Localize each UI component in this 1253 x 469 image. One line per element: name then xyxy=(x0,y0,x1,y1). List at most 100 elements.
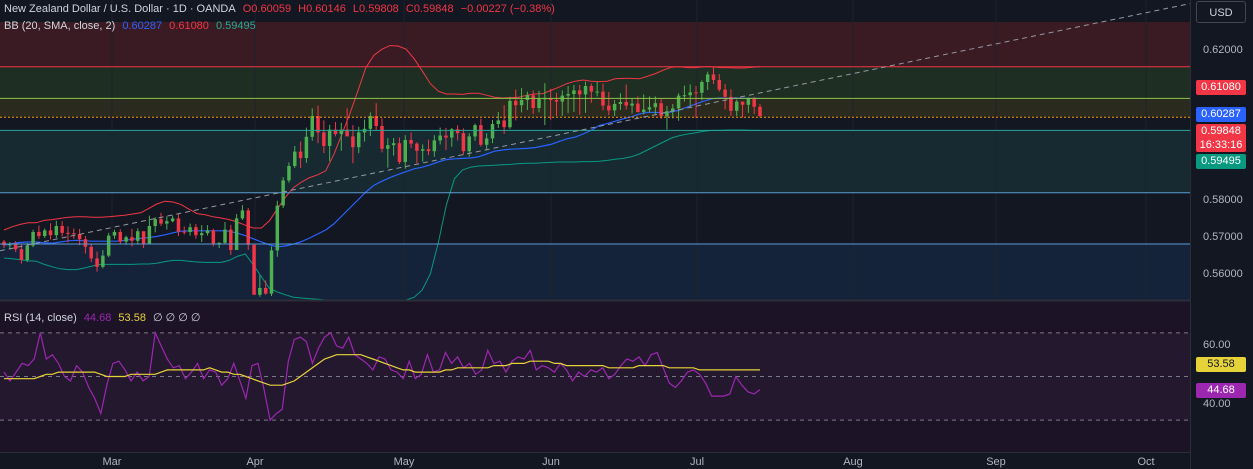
candle xyxy=(77,234,82,240)
low-value: L0.59808 xyxy=(352,3,399,15)
time-tick: Jun xyxy=(542,456,560,468)
candle xyxy=(298,151,303,158)
candle xyxy=(700,82,704,93)
bb-upper-value: 0.61080 xyxy=(169,20,209,32)
candle xyxy=(345,129,349,137)
candle xyxy=(653,103,658,108)
candle xyxy=(83,239,88,247)
horizontal-levels xyxy=(0,3,1191,252)
candle xyxy=(269,250,274,294)
candle xyxy=(304,136,309,158)
zone-upper xyxy=(0,66,1190,99)
candle xyxy=(118,232,123,242)
candle xyxy=(48,230,53,236)
candle xyxy=(333,129,338,134)
candle xyxy=(415,143,419,151)
upper-band-line xyxy=(3,45,761,231)
countdown-timer: 16:33:16 xyxy=(1199,139,1243,151)
close-value: C0.59848 xyxy=(405,3,454,15)
candle xyxy=(141,231,146,244)
candle xyxy=(124,237,128,242)
candle xyxy=(484,138,489,145)
candle xyxy=(514,100,518,106)
candle xyxy=(420,149,425,151)
candle xyxy=(723,89,727,97)
time-tick: Aug xyxy=(843,456,863,468)
last-price: 0.59848 xyxy=(1201,125,1241,137)
candle xyxy=(450,129,454,138)
rsi-pane xyxy=(0,301,1190,452)
candle xyxy=(37,232,41,236)
candle xyxy=(322,132,326,146)
candle xyxy=(548,98,553,100)
candle xyxy=(170,218,175,222)
price-tick: 0.56000 xyxy=(1203,268,1243,280)
candle xyxy=(391,143,396,146)
time-tick: Mar xyxy=(102,456,122,468)
rsi-badge: 44.68 xyxy=(1196,383,1246,398)
candle xyxy=(106,235,111,256)
lower-band-badge: 0.59495 xyxy=(1196,154,1246,169)
candle xyxy=(641,109,646,112)
candle xyxy=(508,100,512,128)
candle xyxy=(130,237,134,241)
candle xyxy=(688,92,692,96)
trend-line xyxy=(0,3,1191,252)
bb-basis-value: 0.60287 xyxy=(122,20,163,32)
candle xyxy=(287,166,291,181)
candle xyxy=(455,129,460,134)
rsi-line xyxy=(3,330,761,422)
bb-legend[interactable]: BB (20, SMA, close, 2) 0.60287 0.61080 0… xyxy=(4,20,260,32)
candle xyxy=(479,125,483,145)
candle xyxy=(101,255,105,267)
basis-badge: 0.60287 xyxy=(1196,107,1246,122)
candle xyxy=(444,135,448,138)
candle xyxy=(159,219,163,224)
candle xyxy=(60,226,64,233)
candle xyxy=(554,100,559,102)
candle xyxy=(229,229,233,250)
symbol-legend[interactable]: New Zealand Dollar / U.S. Dollar · 1D · … xyxy=(4,3,559,15)
currency-button[interactable]: USD xyxy=(1196,1,1246,23)
time-tick: Sep xyxy=(986,456,1006,468)
candle xyxy=(502,120,506,128)
basis-line xyxy=(3,97,760,248)
upper-band-badge: 0.61080 xyxy=(1196,80,1246,95)
candle xyxy=(403,140,408,162)
candle xyxy=(240,210,245,219)
candle xyxy=(356,132,361,148)
candle xyxy=(682,95,687,97)
candle xyxy=(531,95,535,108)
candle xyxy=(659,103,663,117)
candle xyxy=(339,129,344,134)
axes-separators xyxy=(0,0,1191,469)
candle xyxy=(467,136,471,152)
candlesticks xyxy=(2,66,762,297)
highlight-zones xyxy=(0,22,1190,300)
candle xyxy=(188,227,192,232)
candle xyxy=(42,230,47,236)
candle xyxy=(153,219,157,226)
symbol-title: New Zealand Dollar / U.S. Dollar · 1D · … xyxy=(4,3,236,15)
candle xyxy=(671,108,675,112)
candle xyxy=(386,145,390,149)
candle xyxy=(676,95,681,109)
price-tick: 0.58000 xyxy=(1203,194,1243,206)
candle xyxy=(380,126,384,149)
rsi-tick: 60.00 xyxy=(1203,339,1231,351)
candle xyxy=(636,103,640,112)
candle xyxy=(694,92,698,94)
open-value: O0.60059 xyxy=(242,3,292,15)
candle xyxy=(496,120,501,124)
candle xyxy=(293,151,297,166)
candle xyxy=(752,98,756,107)
candle xyxy=(583,86,588,95)
candle xyxy=(310,116,314,137)
candle xyxy=(368,116,373,129)
candle xyxy=(397,143,402,162)
candle xyxy=(607,105,611,111)
candle xyxy=(136,231,140,241)
candle xyxy=(537,98,541,108)
rsi-legend[interactable]: RSI (14, close) 44.68 53.58 ∅ ∅ ∅ ∅ xyxy=(4,311,205,324)
